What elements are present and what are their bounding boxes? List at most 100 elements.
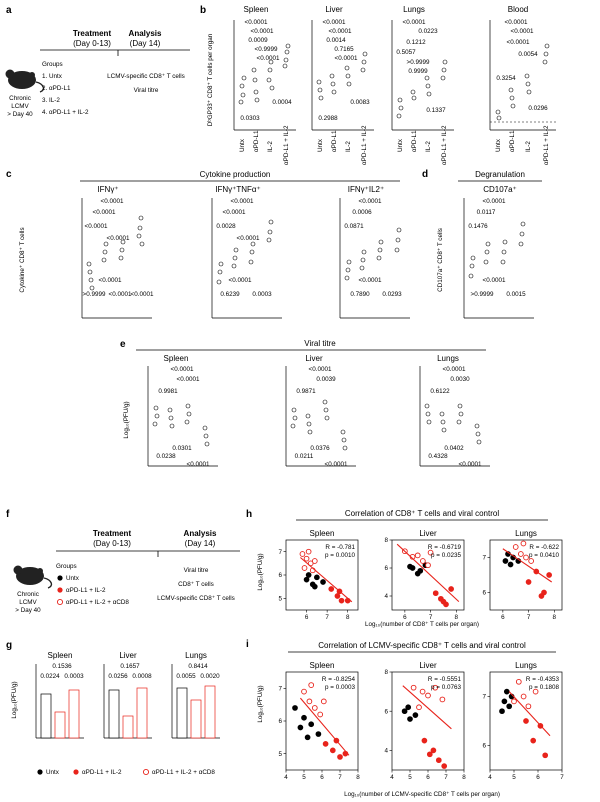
- panel-d-p4: <0.0001: [483, 277, 506, 284]
- panel-c-group-title: Cytokine production: [200, 170, 271, 179]
- scatter-point: [506, 703, 513, 710]
- scatter-point: [308, 682, 315, 688]
- scatter-point: [448, 586, 454, 592]
- scatter-title: Lungs: [515, 529, 537, 538]
- panel-h-ylabel: Log₁₀(PFU/g): [257, 553, 264, 590]
- panel-g-letter: g: [6, 640, 12, 651]
- scatter-point: [502, 558, 509, 564]
- y-tick-label: 6: [384, 708, 388, 715]
- scatter-point: [441, 763, 448, 769]
- panel-c-ifng-p5: <0.0001: [99, 277, 122, 284]
- regression-line: [402, 685, 452, 730]
- scatter-point: [520, 540, 527, 547]
- panel-d-p3: 0.1476: [468, 223, 488, 230]
- scatter-point: [523, 554, 529, 561]
- y-tick-label: 4: [384, 748, 388, 755]
- panel-e-lungs-p2: 0.0030: [450, 376, 470, 383]
- panel-g-spleen-bar-pdl1: [54, 711, 66, 739]
- panel-i-letter: i: [246, 639, 249, 650]
- scatter-point: [315, 731, 322, 737]
- panel-c-tnfa-p5: <0.0001: [229, 277, 252, 284]
- panel-b-lungs-p3: 0.1212: [406, 39, 426, 46]
- panel-b-spleen-group-4: αPD-L1 + IL-2: [283, 125, 290, 165]
- y-tick-label: 6: [278, 718, 282, 725]
- panel-a-group-4: 4. αPD-L1 + IL-2: [42, 109, 89, 116]
- panel-a-group-1: 1. Untx: [42, 73, 63, 80]
- panel-i-ylabel: Log₁₀(PFU/g): [257, 685, 264, 722]
- panel-b-blood-p6: 0.0296: [528, 105, 548, 112]
- scatter-point: [414, 552, 421, 559]
- panel-a-treatment-sub: (Day 0-13): [73, 39, 111, 48]
- scatter-title: Liver: [419, 529, 437, 538]
- x-tick-label: 7: [560, 774, 564, 781]
- scatter-point: [530, 737, 537, 744]
- regression-line: [396, 543, 460, 603]
- scatter-point: [311, 583, 318, 590]
- scatter-point: [507, 561, 514, 568]
- panel-c-il2-points: [344, 227, 402, 281]
- panel-b-liver-p2: <0.0001: [329, 28, 352, 35]
- panel-h-xlabel: Log₁₀(number of CD8⁺ T cells per organ): [365, 621, 479, 628]
- panel-b-liver-group-2: αPD-L1: [331, 130, 338, 152]
- scatter-point: [328, 586, 335, 592]
- x-tick-label: 8: [455, 614, 459, 621]
- scatter-point: [432, 684, 439, 691]
- panel-b-blood-p1: <0.0001: [505, 19, 528, 26]
- y-tick-label: 8: [384, 537, 388, 544]
- panel-g-lungs-bar-cd8: [204, 685, 216, 739]
- panel-b-spleen-p4: <0.9999: [255, 46, 278, 53]
- panel-b-spleen-p7: 0.0004: [272, 99, 292, 106]
- panel-g-spleen-title: Spleen: [48, 651, 73, 660]
- scatter-point: [303, 576, 310, 583]
- scatter-title: Liver: [419, 661, 437, 670]
- panel-b-liver-group-3: IL-2: [345, 141, 352, 152]
- stats-annotation: p = 0.1808: [529, 684, 559, 691]
- panel-g-lungs: Lungs 0.8414 0.0055 0.0020: [171, 651, 220, 739]
- panel-d-p2: 0.0117: [477, 209, 496, 216]
- scatter-point: [528, 558, 534, 564]
- legend-pdl1: αPD-L1 + IL-2: [82, 769, 122, 776]
- scatter-point: [420, 558, 426, 564]
- scatter-point: [515, 678, 522, 685]
- panel-g-spleen-bar-untx: [40, 693, 52, 739]
- panel-b-liver-p4: 0.7165: [334, 46, 354, 53]
- panel-f: f Treatment (Day 0-13) Analysis (Day 14)…: [6, 509, 240, 614]
- stats-annotation: p = 0.0010: [325, 552, 355, 559]
- scatter-point: [542, 752, 549, 759]
- panel-h-letter: h: [246, 509, 252, 520]
- panel-e-liver-p3: 0.9871: [296, 388, 316, 395]
- panel-f-mouse-line2: LCMV: [19, 599, 37, 606]
- panel-c-tnfa-points: [216, 219, 274, 285]
- x-tick-label: 8: [553, 614, 557, 621]
- panel-b-blood-group-2: αPD-L1: [509, 130, 516, 152]
- panel-f-group-2-marker: [57, 587, 63, 593]
- panel-e-spleen-points: [152, 403, 210, 447]
- panel-c-letter: c: [6, 169, 12, 180]
- panel-e-liver: Liver <0.0001 0.0039 0.9871 0.0211 0.037…: [285, 354, 356, 468]
- panel-c-il2-p1: <0.0001: [359, 198, 382, 205]
- x-tick-label: 5: [512, 774, 516, 781]
- y-tick-label: 7: [278, 686, 282, 693]
- scatter-point: [546, 572, 552, 578]
- x-tick-label: 7: [527, 614, 531, 621]
- regression-line: [300, 557, 353, 603]
- scatter-point: [425, 562, 431, 569]
- panel-c: c Cytokine production Cytokine⁺ CD8⁺ T c…: [6, 169, 410, 319]
- panel-a-analysis-item-1: LCMV-specific CD8⁺ T cells: [107, 73, 185, 80]
- panel-g-spleen-bar-cd8: [68, 689, 80, 739]
- y-tick-label: 6: [482, 743, 486, 750]
- x-tick-label: 4: [284, 774, 288, 781]
- panel-c-ylabel: Cytokine⁺ CD8⁺ T cells: [19, 227, 26, 292]
- scatter-title: Spleen: [310, 661, 335, 670]
- mouse-icon: [12, 564, 53, 589]
- scatter-point: [421, 737, 428, 744]
- legend-untx-marker: [37, 769, 43, 775]
- scatter-point: [308, 721, 315, 728]
- panel-b-spleen-p2: <0.0001: [251, 28, 274, 35]
- scatter-point: [320, 698, 327, 705]
- x-tick-label: 7: [429, 614, 433, 621]
- panel-c-ifng: IFNγ⁺ <0.0001 <0.0001 <0.0001 <0.0001 <0…: [81, 185, 154, 319]
- panel-b-spleen-p3: 0.0009: [248, 37, 268, 44]
- x-tick-label: 6: [536, 774, 540, 781]
